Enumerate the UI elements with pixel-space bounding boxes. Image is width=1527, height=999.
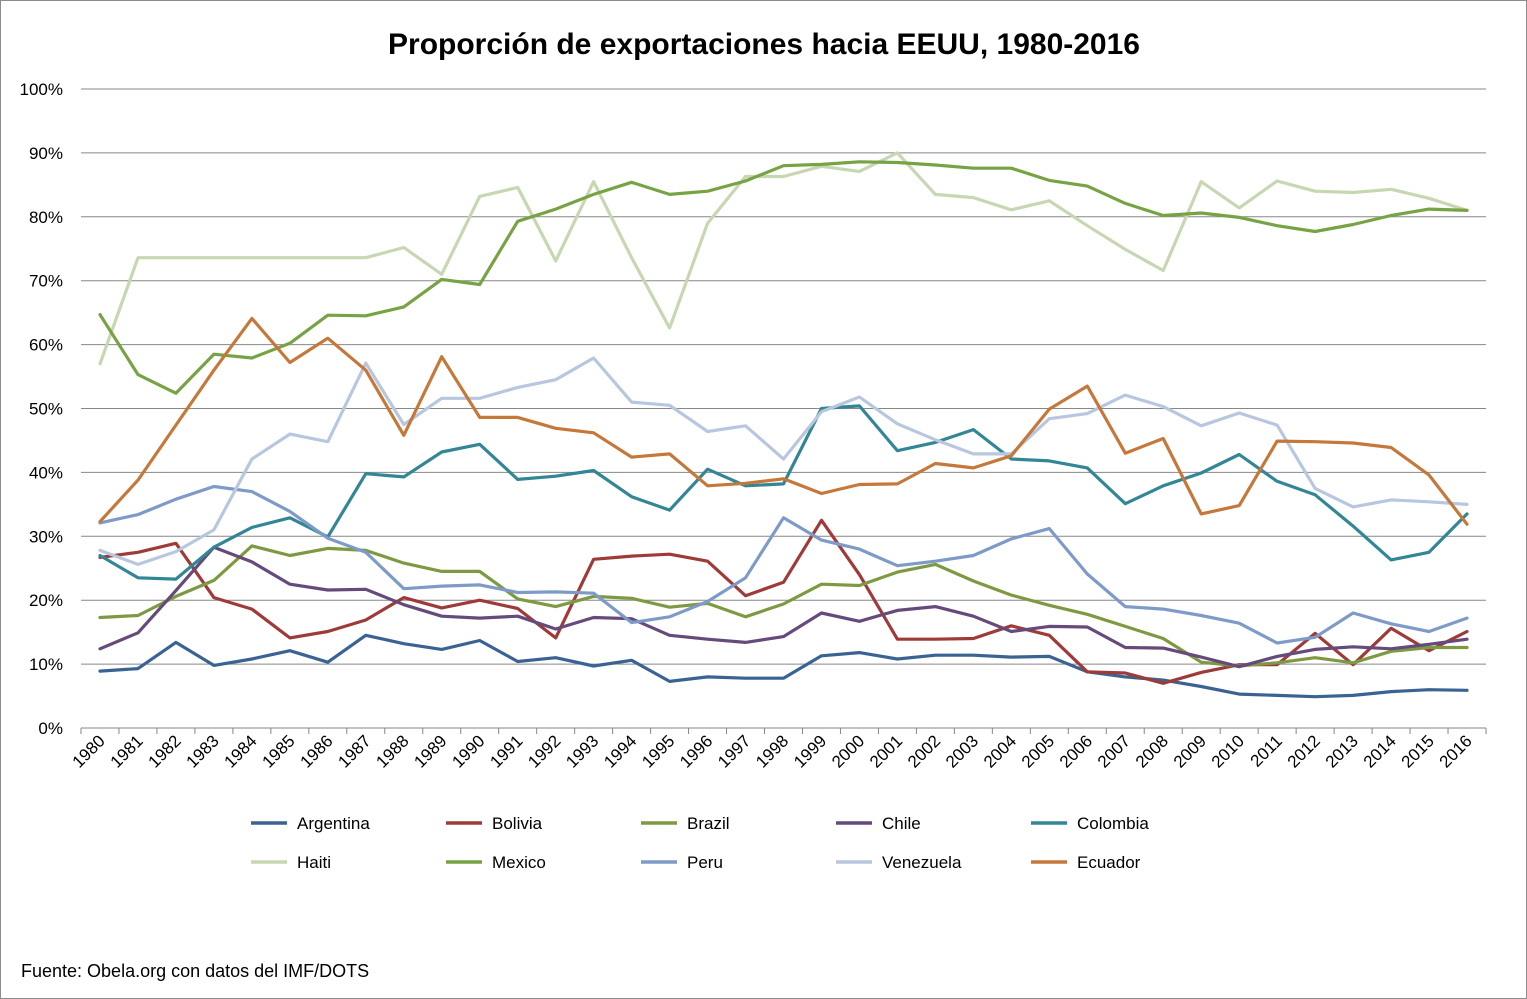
series-line-venezuela [98, 356, 1469, 567]
series-line-ecuador [98, 316, 1469, 526]
x-tick-label: 1989 [410, 731, 450, 771]
legend-label: Peru [687, 853, 723, 872]
x-tick-label: 2009 [1170, 731, 1210, 771]
series-lines [98, 151, 1469, 699]
gridlines [81, 88, 1486, 729]
y-tick-label: 90% [29, 144, 63, 163]
y-tick-label: 20% [29, 591, 63, 610]
y-tick-label: 30% [29, 527, 63, 546]
legend-label: Chile [882, 814, 921, 833]
x-tick-label: 1988 [372, 731, 412, 771]
x-tick-label: 1991 [486, 731, 526, 771]
y-tick-label: 70% [29, 272, 63, 291]
x-tick-label: 1999 [790, 731, 830, 771]
y-tick-label: 80% [29, 208, 63, 227]
x-tick-label: 1990 [448, 731, 488, 771]
x-tick-label: 2013 [1322, 731, 1362, 771]
x-tick-label: 1997 [714, 731, 754, 771]
legend-label: Colombia [1077, 814, 1149, 833]
x-tick-label: 1993 [562, 731, 602, 771]
series-line-haiti [98, 151, 1469, 366]
legend-label: Haiti [297, 853, 331, 872]
series-line-bolivia [98, 518, 1469, 685]
x-tick-label: 1983 [183, 731, 223, 771]
x-tick-label: 1981 [107, 731, 147, 771]
x-tick-label: 1980 [69, 731, 109, 771]
x-tick-label: 2006 [1056, 731, 1096, 771]
y-tick-label: 50% [29, 400, 63, 419]
x-tick-label: 1986 [296, 731, 336, 771]
x-tick-label: 2011 [1247, 731, 1286, 770]
x-tick-label: 1992 [524, 731, 564, 771]
source-note: Fuente: Obela.org con datos del IMF/DOTS [21, 961, 370, 981]
x-tick-label: 1996 [676, 731, 716, 771]
legend-label: Brazil [687, 814, 730, 833]
series-line-brazil [98, 544, 1469, 668]
y-tick-label: 60% [29, 336, 63, 355]
x-tick-label: 2003 [942, 731, 982, 771]
y-axis-ticks: 0% 10% 20% 30% 40% 50% 60% 70% 80% 90% 100% [20, 80, 63, 738]
x-tick-label: 1985 [258, 731, 298, 771]
x-tick-label: 2005 [1018, 731, 1058, 771]
x-tick-label: 1998 [752, 731, 792, 771]
x-axis-ticks: 1980198119821983198419851986198719881989… [69, 728, 1487, 772]
x-tick-label: 2000 [828, 731, 868, 771]
y-tick-label: 10% [29, 655, 63, 674]
y-tick-label: 0% [38, 719, 63, 738]
x-tick-label: 2004 [980, 731, 1020, 771]
chart-title: Proporción de exportaciones hacia EEUU, … [388, 28, 1140, 61]
x-tick-label: 2015 [1398, 731, 1438, 771]
x-tick-label: 2007 [1094, 731, 1134, 771]
x-tick-label: 2016 [1436, 731, 1476, 771]
x-tick-label: 1995 [638, 731, 678, 771]
x-tick-label: 1994 [600, 731, 640, 771]
series-line-mexico [98, 160, 1469, 395]
x-tick-label: 2014 [1360, 731, 1400, 771]
legend-label: Argentina [297, 814, 370, 833]
x-tick-label: 2008 [1132, 731, 1172, 771]
legend-label: Venezuela [882, 853, 962, 872]
series-line-peru [98, 484, 1469, 645]
series-line-chile [98, 545, 1469, 669]
legend-label: Bolivia [492, 814, 543, 833]
y-tick-label: 40% [29, 463, 63, 482]
legend-label: Ecuador [1077, 853, 1141, 872]
y-tick-label: 100% [20, 80, 63, 99]
x-tick-label: 2012 [1284, 731, 1324, 771]
x-tick-label: 2001 [866, 731, 906, 771]
x-tick-label: 2002 [904, 731, 944, 771]
series-line-argentina [98, 633, 1469, 699]
legend: Argentina Bolivia Brazil Chile Colombia Haiti… [251, 814, 1149, 872]
x-tick-label: 2010 [1208, 731, 1248, 771]
x-tick-label: 1984 [221, 731, 261, 771]
legend-label: Mexico [492, 853, 546, 872]
x-tick-label: 1982 [145, 731, 185, 771]
x-tick-label: 1987 [334, 731, 374, 771]
